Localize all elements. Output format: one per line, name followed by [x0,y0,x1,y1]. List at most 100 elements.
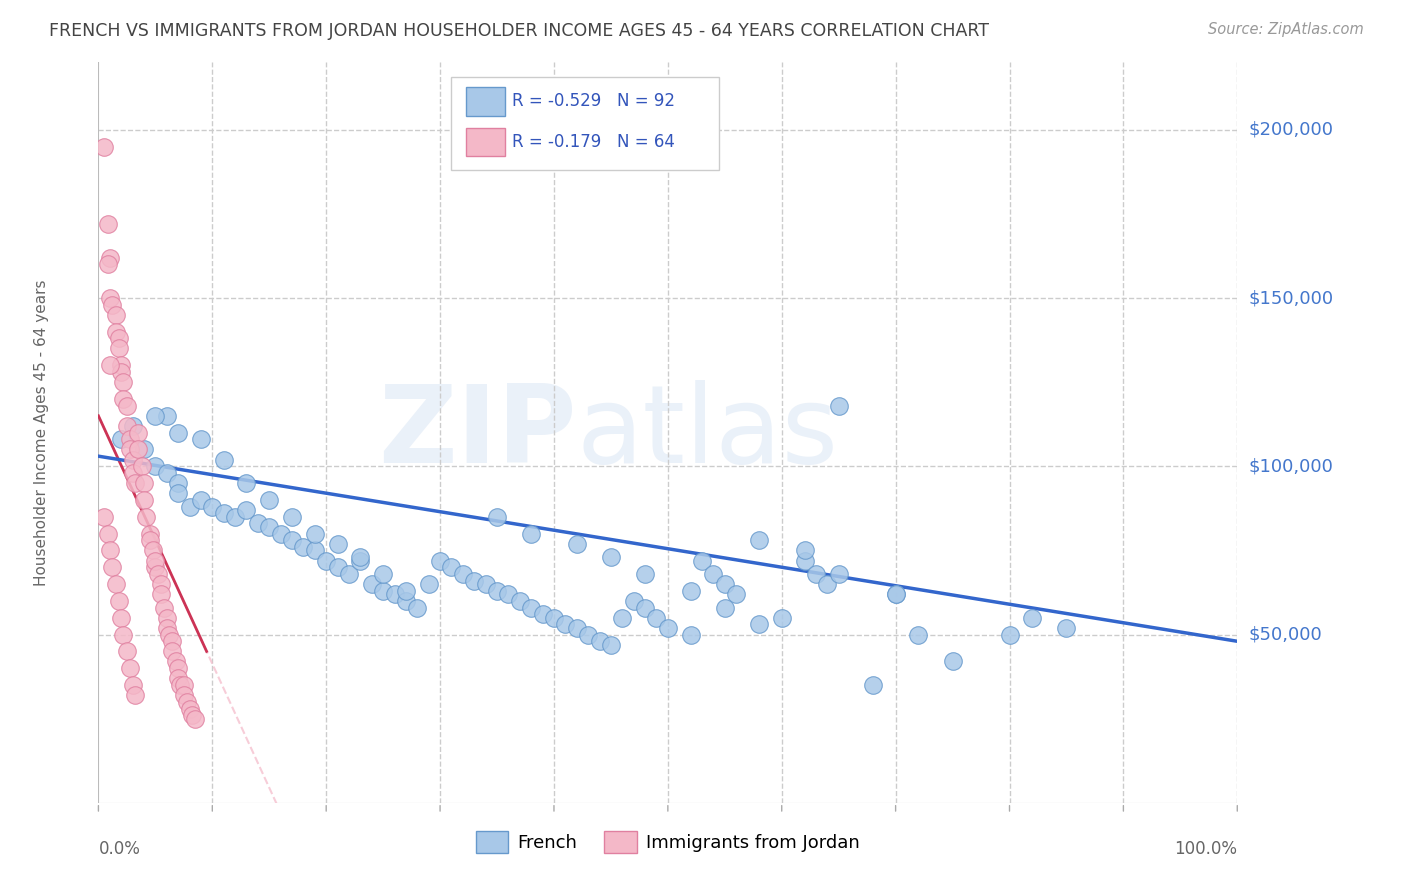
Point [157,627,180,641]
Point [690,553,713,567]
Point [145,553,167,567]
Point [145,459,167,474]
Point [176,695,198,709]
Point [349,550,371,565]
Text: $150,000: $150,000 [1249,289,1333,307]
Point [509,594,531,608]
Point [554,617,576,632]
Point [153,600,176,615]
Point [115,399,138,413]
Point [804,566,827,581]
Point [304,543,326,558]
Point [93,139,115,153]
Point [127,442,149,457]
Point [98,359,121,373]
Point [167,425,190,440]
Point [142,543,165,558]
Point [418,577,440,591]
Point [120,433,142,447]
Point [543,610,565,624]
Point [162,634,184,648]
Point [156,621,179,635]
Point [463,574,485,588]
Point [315,553,337,567]
Point [793,543,815,558]
Point [115,418,138,433]
Point [96,257,118,271]
Point [326,536,349,550]
Point [588,634,610,648]
Point [384,587,406,601]
Point [190,433,212,447]
Point [167,486,190,500]
Point [146,566,169,581]
Point [145,560,167,574]
Point [167,671,190,685]
Point [612,610,634,624]
Point [270,526,292,541]
Text: atlas: atlas [576,380,839,485]
Text: R = -0.529   N = 92: R = -0.529 N = 92 [512,92,675,110]
Point [173,688,195,702]
Point [135,509,157,524]
Point [150,577,173,591]
Point [246,516,269,531]
Point [98,251,121,265]
Point [634,600,657,615]
Point [101,298,124,312]
Point [180,708,202,723]
Point [162,644,184,658]
Point [98,291,121,305]
Point [714,600,737,615]
Point [121,466,143,480]
Point [907,627,929,641]
Point [576,627,599,641]
Point [121,418,143,433]
Point [702,566,724,581]
Point [486,583,509,598]
Point [150,587,173,601]
FancyBboxPatch shape [467,87,505,116]
Point [212,507,235,521]
Point [645,610,668,624]
Point [169,678,191,692]
FancyBboxPatch shape [451,78,718,169]
Point [520,526,543,541]
Point [104,308,127,322]
Text: 100.0%: 100.0% [1174,840,1237,858]
Point [104,325,127,339]
Point [349,553,371,567]
Point [371,583,394,598]
Point [110,433,132,447]
Point [173,678,195,692]
Point [138,526,160,541]
Point [679,583,702,598]
Point [131,459,153,474]
Point [360,577,382,591]
Point [179,701,201,715]
Point [679,627,702,641]
Point [112,392,135,406]
Point [942,655,965,669]
Point [770,610,793,624]
Point [429,553,451,567]
Point [406,600,429,615]
Point [634,566,657,581]
Point [108,342,131,356]
Text: $100,000: $100,000 [1249,458,1333,475]
Point [714,577,737,591]
Point [1021,610,1043,624]
Text: Householder Income Ages 45 - 64 years: Householder Income Ages 45 - 64 years [34,279,49,586]
Point [145,409,167,423]
Point [259,520,281,534]
Point [156,409,179,423]
Point [748,533,770,548]
Point [224,509,246,524]
Point [110,610,132,624]
Point [127,425,149,440]
Text: FRENCH VS IMMIGRANTS FROM JORDAN HOUSEHOLDER INCOME AGES 45 - 64 YEARS CORRELATI: FRENCH VS IMMIGRANTS FROM JORDAN HOUSEHO… [49,22,990,40]
Point [167,661,190,675]
Text: $50,000: $50,000 [1249,625,1322,643]
FancyBboxPatch shape [467,128,505,156]
Point [565,621,588,635]
